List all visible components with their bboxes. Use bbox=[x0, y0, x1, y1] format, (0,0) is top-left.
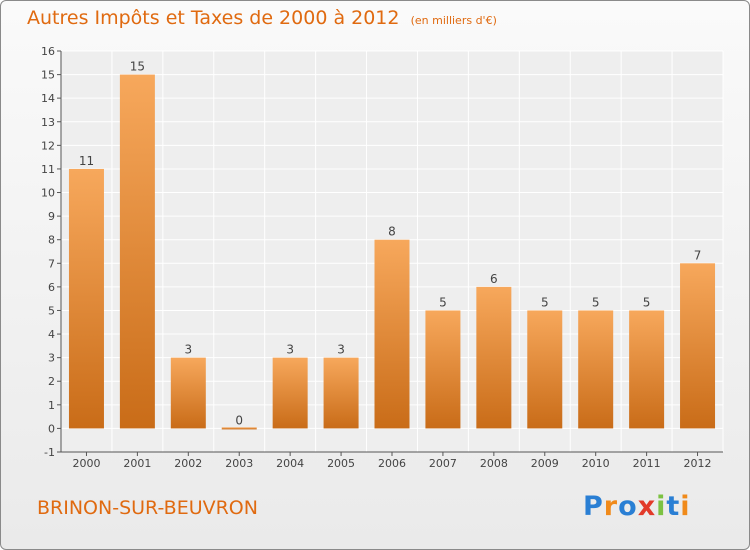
logo-letter: x bbox=[637, 491, 657, 522]
x-tick-label: 2011 bbox=[633, 457, 661, 470]
bar-value-label: 0 bbox=[235, 413, 243, 427]
x-tick-label: 2008 bbox=[480, 457, 508, 470]
y-tick-label: 12 bbox=[41, 139, 55, 152]
y-tick-label: -1 bbox=[44, 446, 55, 459]
y-tick-label: 6 bbox=[48, 281, 55, 294]
x-tick-label: 2002 bbox=[174, 457, 202, 470]
logo-letter: o bbox=[618, 491, 638, 522]
x-tick-label: 2010 bbox=[582, 457, 610, 470]
bar bbox=[629, 310, 665, 429]
x-tick-label: 2007 bbox=[429, 457, 457, 470]
y-tick-label: 3 bbox=[48, 352, 55, 365]
y-tick-label: 0 bbox=[48, 422, 55, 435]
bar-value-label: 5 bbox=[592, 295, 600, 309]
y-tick-label: 14 bbox=[41, 92, 55, 105]
x-tick-label: 2001 bbox=[123, 457, 151, 470]
bar bbox=[476, 286, 512, 429]
bar bbox=[68, 168, 104, 429]
bar-value-label: 5 bbox=[439, 295, 447, 309]
bar-value-label: 3 bbox=[337, 343, 345, 357]
bar bbox=[170, 357, 206, 429]
bar bbox=[119, 74, 155, 429]
y-tick-label: 9 bbox=[48, 210, 55, 223]
bar-value-label: 5 bbox=[643, 295, 651, 309]
logo-letter: i bbox=[680, 491, 691, 522]
bar-value-label: 3 bbox=[184, 343, 192, 357]
bar bbox=[221, 427, 257, 430]
x-tick-label: 2004 bbox=[276, 457, 304, 470]
y-tick-label: 8 bbox=[48, 234, 55, 247]
y-tick-label: 16 bbox=[41, 45, 55, 58]
bar-value-label: 15 bbox=[130, 60, 145, 74]
bar bbox=[374, 239, 410, 429]
logo-letter: i bbox=[656, 491, 667, 522]
bar-value-label: 5 bbox=[541, 295, 549, 309]
bar bbox=[425, 310, 461, 429]
chart-title: Autres Impôts et Taxes de 2000 à 2012 bbox=[27, 7, 400, 29]
bar-value-label: 3 bbox=[286, 343, 294, 357]
x-tick-label: 2000 bbox=[72, 457, 100, 470]
y-tick-label: 10 bbox=[41, 187, 55, 200]
bar bbox=[272, 357, 308, 429]
y-tick-label: 5 bbox=[48, 304, 55, 317]
bar-value-label: 8 bbox=[388, 225, 396, 239]
y-tick-label: 11 bbox=[41, 163, 55, 176]
chart-subtitle: (en milliers d'€) bbox=[410, 14, 497, 27]
x-tick-label: 2003 bbox=[225, 457, 253, 470]
x-tick-label: 2009 bbox=[531, 457, 559, 470]
bar-value-label: 11 bbox=[79, 154, 94, 168]
logo-letter: r bbox=[603, 491, 619, 522]
x-tick-label: 2005 bbox=[327, 457, 355, 470]
logo-letter: P bbox=[583, 491, 604, 522]
logo-letter: t bbox=[666, 491, 681, 522]
y-tick-label: 4 bbox=[48, 328, 55, 341]
y-tick-label: 15 bbox=[41, 69, 55, 82]
bar-value-label: 6 bbox=[490, 272, 498, 286]
y-tick-label: 2 bbox=[48, 375, 55, 388]
bar bbox=[527, 310, 563, 429]
bar-value-label: 7 bbox=[694, 248, 702, 262]
bar bbox=[323, 357, 359, 429]
x-tick-label: 2012 bbox=[684, 457, 712, 470]
title-row: Autres Impôts et Taxes de 2000 à 2012 (e… bbox=[27, 7, 497, 29]
y-tick-label: 13 bbox=[41, 116, 55, 129]
y-tick-label: 1 bbox=[48, 399, 55, 412]
bar-layer: 11 15 3 0 3 3 8 5 6 5 5 5 7 bbox=[68, 60, 716, 430]
town-name: BRINON-SUR-BEUVRON bbox=[37, 497, 258, 519]
bar bbox=[680, 263, 716, 429]
proxiti-logo: Proxiti bbox=[583, 491, 691, 522]
x-tick-label: 2006 bbox=[378, 457, 406, 470]
y-tick-label: 7 bbox=[48, 257, 55, 270]
bar bbox=[578, 310, 614, 429]
